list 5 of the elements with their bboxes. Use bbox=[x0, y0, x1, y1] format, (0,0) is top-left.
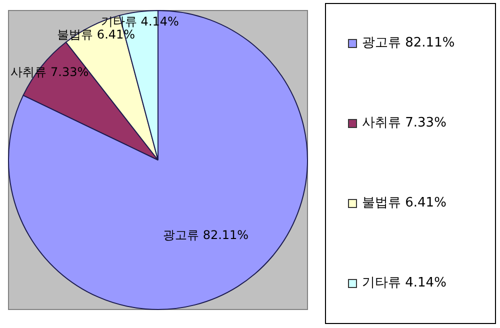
legend-label: 기타류 4.14% bbox=[362, 275, 446, 290]
legend-label: 불법류 6.41% bbox=[362, 195, 446, 210]
legend-label: 광고류 82.11% bbox=[362, 35, 455, 50]
legend-label: 사취류 7.33% bbox=[362, 115, 446, 130]
slice-label: 광고류 82.11% bbox=[162, 228, 249, 242]
